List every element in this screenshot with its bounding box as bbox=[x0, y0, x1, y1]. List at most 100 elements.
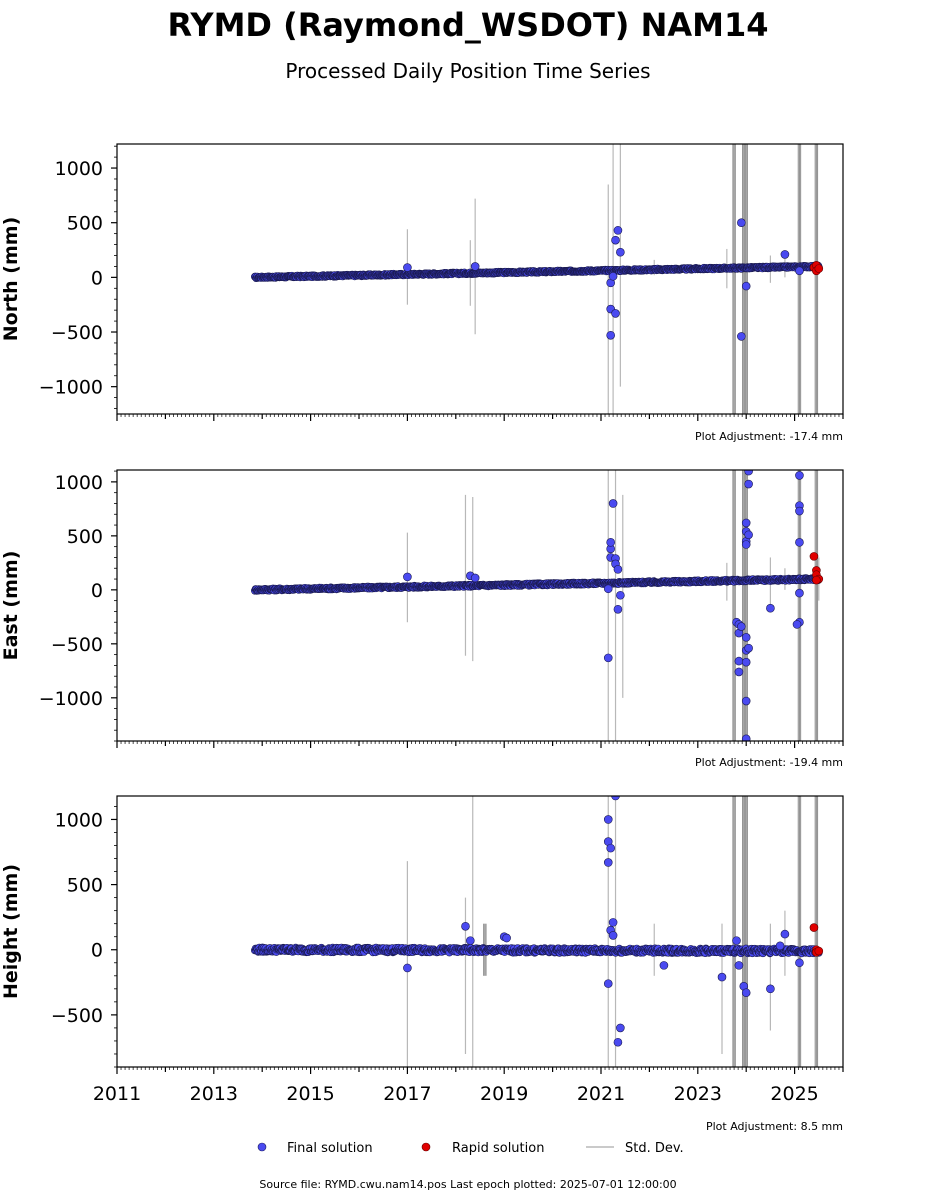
final-solution-point bbox=[603, 858, 613, 867]
rapid-solution-point bbox=[812, 575, 821, 585]
final-solution-point bbox=[766, 984, 775, 994]
chart-subtitle: Processed Daily Position Time Series bbox=[285, 59, 650, 83]
final-solution-point bbox=[608, 918, 618, 927]
final-solution-point bbox=[608, 271, 618, 281]
final-solution-point bbox=[744, 479, 753, 489]
x-tick-label: 2021 bbox=[577, 1083, 625, 1105]
final-solution-point bbox=[795, 538, 804, 547]
final-solution-point bbox=[606, 538, 615, 547]
final-solution-point bbox=[611, 235, 620, 245]
final-solution-point bbox=[795, 471, 804, 480]
final-solution-point bbox=[741, 657, 751, 667]
final-solution-point bbox=[616, 590, 625, 600]
final-solution-point bbox=[659, 961, 669, 970]
final-solution-point bbox=[403, 263, 412, 272]
final-solution-point bbox=[744, 530, 753, 540]
final-solution-point bbox=[795, 266, 804, 276]
final-solution-point bbox=[608, 931, 618, 940]
final-solution-point bbox=[603, 979, 613, 988]
y-tick-label: 0 bbox=[91, 580, 103, 602]
final-solution-point bbox=[403, 963, 412, 973]
plot-area bbox=[250, 796, 824, 1067]
legend: Final solution Rapid solution Std. Dev. bbox=[257, 1141, 684, 1156]
y-tick-label: 500 bbox=[67, 875, 103, 897]
final-solution-point bbox=[608, 499, 618, 508]
rapid-solution-point bbox=[814, 946, 824, 956]
y-tick-label: 1000 bbox=[55, 472, 103, 494]
final-solution-point bbox=[795, 506, 804, 516]
y-axis-label: East (mm) bbox=[0, 551, 22, 661]
final-solution-point bbox=[613, 1037, 623, 1047]
final-solution-point bbox=[606, 330, 615, 340]
y-axis-label: North (mm) bbox=[0, 217, 22, 342]
y-tick-label: 0 bbox=[91, 940, 103, 962]
final-solution-point bbox=[461, 921, 470, 931]
final-solution-point bbox=[734, 961, 744, 970]
final-solution-point bbox=[502, 933, 511, 943]
final-solution-point bbox=[741, 633, 751, 642]
final-solution-point bbox=[603, 815, 613, 824]
final-solution-point bbox=[611, 796, 620, 801]
final-solution-point bbox=[795, 588, 804, 598]
final-solution-point bbox=[470, 573, 480, 583]
final-solution-point bbox=[734, 656, 744, 666]
final-solution-point bbox=[611, 309, 620, 318]
y-tick-label: −500 bbox=[51, 1005, 103, 1027]
final-solution-point bbox=[775, 941, 785, 951]
final-solution-point bbox=[403, 572, 412, 582]
legend-rapid-label: Rapid solution bbox=[452, 1141, 544, 1156]
y-tick-label: 1000 bbox=[55, 158, 103, 180]
x-tick-label: 2013 bbox=[190, 1083, 238, 1105]
final-solution-point bbox=[613, 604, 623, 614]
legend-final-marker bbox=[257, 1142, 267, 1152]
rapid-solution-point bbox=[809, 552, 819, 561]
height-adjustment: Plot Adjustment: 8.5 mm bbox=[706, 1120, 843, 1133]
final-solution-point bbox=[741, 988, 751, 998]
final-solution-point bbox=[737, 218, 746, 228]
y-tick-label: −500 bbox=[51, 322, 103, 344]
final-solution-point bbox=[741, 696, 751, 706]
final-solution-point bbox=[737, 332, 746, 341]
final-solution-point bbox=[780, 250, 790, 259]
legend-final-label: Final solution bbox=[287, 1141, 373, 1156]
final-solution-point bbox=[766, 603, 775, 613]
east-adjustment: Plot Adjustment: -19.4 mm bbox=[695, 756, 843, 769]
final-solution-point bbox=[741, 518, 751, 528]
final-solution-point bbox=[613, 226, 623, 235]
rapid-solution-point bbox=[814, 264, 824, 273]
final-solution-point bbox=[616, 247, 625, 257]
final-solution-point bbox=[717, 972, 727, 982]
final-solution-point bbox=[744, 643, 753, 653]
chart-title: RYMD (Raymond_WSDOT) NAM14 bbox=[168, 6, 769, 44]
x-tick-label: 2023 bbox=[674, 1083, 722, 1105]
final-solution-point bbox=[744, 470, 753, 476]
legend-std-label: Std. Dev. bbox=[625, 1141, 684, 1156]
final-solution-point bbox=[470, 262, 480, 271]
y-tick-label: 500 bbox=[67, 526, 103, 548]
x-tick-label: 2011 bbox=[93, 1083, 141, 1105]
x-tick-label: 2019 bbox=[480, 1083, 528, 1105]
final-solution-point bbox=[792, 620, 802, 629]
final-solution-point bbox=[734, 667, 744, 677]
y-tick-label: 500 bbox=[67, 213, 103, 235]
x-tick-label: 2025 bbox=[770, 1083, 818, 1105]
final-solution-point bbox=[795, 958, 804, 968]
plot-area bbox=[250, 470, 824, 741]
source-footer: Source file: RYMD.cwu.nam14.pos Last epo… bbox=[259, 1178, 676, 1191]
y-tick-label: −500 bbox=[51, 634, 103, 656]
legend-rapid-marker bbox=[421, 1142, 431, 1152]
final-solution-point bbox=[732, 936, 741, 945]
y-tick-label: −1000 bbox=[39, 688, 103, 710]
y-tick-label: −1000 bbox=[39, 377, 103, 399]
final-solution-point bbox=[603, 653, 613, 663]
final-solution-point bbox=[603, 584, 613, 594]
y-tick-label: 0 bbox=[91, 267, 103, 289]
final-solution-point bbox=[780, 929, 790, 939]
final-solution-point bbox=[613, 565, 623, 574]
y-axis-label: Height (mm) bbox=[0, 864, 22, 999]
x-tick-label: 2017 bbox=[383, 1083, 431, 1105]
final-solution-point bbox=[741, 540, 751, 549]
plot-area bbox=[250, 144, 824, 414]
height-panel: −500 0 500 1000 2011 2013 2015 2017 2019 2021 2023… bbox=[0, 795, 844, 1105]
final-solution-point bbox=[466, 936, 475, 945]
